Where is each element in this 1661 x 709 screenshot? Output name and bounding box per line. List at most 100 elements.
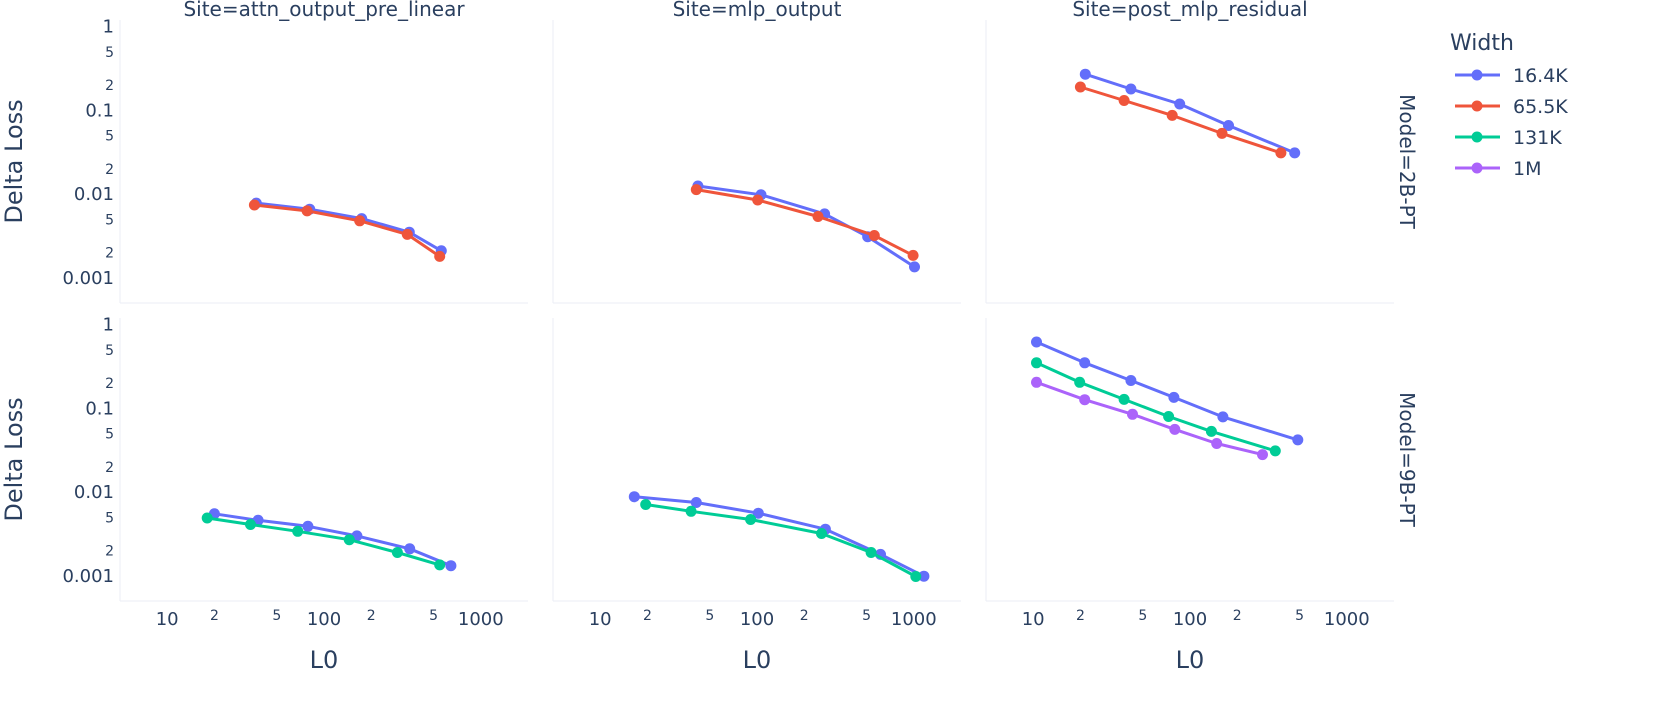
- x-tick-label: 1000: [458, 609, 504, 630]
- data-point-16.4K: [1079, 357, 1091, 369]
- data-point-16.4K: [1125, 375, 1137, 386]
- data-point-131K: [745, 514, 757, 525]
- y-tick-label: 0.001: [62, 566, 114, 587]
- legend-marker-65.5K[interactable]: [1471, 100, 1483, 112]
- data-point-16.4K: [404, 543, 416, 555]
- legend-label-1M: 1M: [1513, 158, 1541, 180]
- data-point-16.4K: [752, 507, 764, 519]
- x-tick-label: 10: [1022, 609, 1045, 630]
- y-minor-tick-label: 5: [105, 129, 114, 145]
- data-point-1M: [1257, 449, 1268, 461]
- y-tick-label: 0.1: [85, 398, 114, 419]
- y-tick-label: 0.001: [62, 268, 114, 289]
- data-point-65.5K: [868, 230, 880, 241]
- y-minor-tick-label: 2: [105, 162, 114, 178]
- data-point-131K: [816, 528, 827, 539]
- data-point-16.4K: [690, 497, 702, 508]
- series-line-65.5K: [1079, 85, 1282, 155]
- data-point-131K: [1163, 411, 1175, 422]
- x-minor-tick-label: 2: [800, 608, 809, 624]
- data-point-65.5K: [1216, 127, 1228, 139]
- data-point-1M: [1211, 438, 1223, 449]
- legend-marker-1M[interactable]: [1471, 162, 1483, 174]
- data-point-1M: [1127, 408, 1138, 420]
- x-minor-tick-label: 5: [1295, 608, 1304, 624]
- data-point-65.5K: [812, 211, 824, 222]
- data-point-1M: [1079, 394, 1091, 406]
- x-minor-tick-label: 2: [367, 608, 376, 624]
- x-axis-title: L0: [1176, 646, 1205, 674]
- y-minor-tick-label: 5: [105, 510, 114, 526]
- data-point-131K: [910, 571, 922, 582]
- data-point-16.4K: [1031, 336, 1042, 348]
- x-tick-label: 10: [589, 609, 612, 630]
- data-point-16.4K: [1289, 147, 1301, 159]
- data-point-1M: [1169, 423, 1181, 435]
- y-tick-label: 0.01: [74, 482, 114, 503]
- data-point-16.4K: [628, 491, 640, 503]
- data-point-131K: [245, 519, 256, 530]
- data-point-131K: [1118, 393, 1130, 405]
- data-point-65.5K: [301, 205, 313, 217]
- column-title: Site=attn_output_pre_linear: [183, 0, 465, 21]
- legend-label-16.4K: 16.4K: [1513, 65, 1568, 87]
- data-point-131K: [292, 525, 304, 537]
- x-minor-tick-label: 5: [705, 608, 714, 624]
- legend-title: Width: [1450, 31, 1514, 56]
- y-minor-tick-label: 5: [105, 212, 114, 228]
- x-axis-title: L0: [310, 646, 339, 674]
- data-point-131K: [640, 499, 652, 510]
- x-minor-tick-label: 2: [1076, 608, 1085, 624]
- x-tick-label: 1000: [1324, 609, 1370, 630]
- series-line-1M: [1035, 380, 1263, 457]
- legend-label-65.5K: 65.5K: [1513, 96, 1568, 118]
- x-tick-label: 1000: [891, 609, 937, 630]
- y-axis-title: Delta Loss: [0, 99, 28, 223]
- data-point-16.4K: [1223, 120, 1234, 131]
- data-point-1M: [1031, 376, 1042, 388]
- data-point-131K: [1205, 425, 1217, 437]
- series-line-131K: [1035, 361, 1276, 453]
- data-point-16.4K: [1125, 83, 1137, 95]
- y-minor-tick-label: 5: [105, 343, 114, 359]
- data-point-65.5K: [907, 249, 919, 261]
- data-point-131K: [343, 534, 355, 546]
- y-tick-label: 1: [103, 17, 114, 38]
- x-tick-label: 100: [740, 609, 774, 630]
- data-point-16.4K: [1174, 98, 1186, 110]
- series-line-16.4K: [1084, 72, 1296, 155]
- y-tick-label: 0.1: [85, 100, 114, 121]
- data-point-131K: [1074, 376, 1086, 388]
- data-point-16.4K: [909, 261, 920, 273]
- x-minor-tick-label: 5: [1138, 608, 1147, 624]
- data-point-65.5K: [434, 250, 446, 262]
- legend-marker-131K[interactable]: [1471, 131, 1483, 143]
- series-line-16.4K: [697, 184, 916, 269]
- x-tick-label: 100: [1173, 609, 1207, 630]
- legend-marker-16.4K[interactable]: [1471, 69, 1483, 81]
- series-line-131K: [645, 503, 917, 578]
- data-point-16.4K: [1168, 391, 1180, 403]
- y-minor-tick-label: 2: [105, 544, 114, 560]
- x-minor-tick-label: 5: [429, 608, 438, 624]
- y-tick-label: 1: [103, 315, 114, 336]
- y-minor-tick-label: 5: [105, 45, 114, 61]
- x-minor-tick-label: 2: [210, 608, 219, 624]
- series-line-16.4K: [634, 495, 925, 578]
- row-title: Model=2B-PT: [1395, 94, 1419, 230]
- y-minor-tick-label: 2: [105, 78, 114, 94]
- row-title: Model=9B-PT: [1395, 392, 1419, 528]
- x-minor-tick-label: 5: [862, 608, 871, 624]
- data-point-65.5K: [401, 228, 413, 240]
- data-point-16.4K: [1292, 434, 1304, 446]
- data-point-65.5K: [1275, 147, 1287, 159]
- series-line-131K: [206, 516, 441, 567]
- x-minor-tick-label: 2: [643, 608, 652, 624]
- y-tick-label: 0.01: [74, 184, 114, 205]
- y-minor-tick-label: 2: [105, 246, 114, 262]
- data-point-131K: [434, 559, 446, 571]
- data-point-16.4K: [918, 570, 930, 582]
- column-title: Site=post_mlp_residual: [1072, 0, 1307, 21]
- x-minor-tick-label: 5: [272, 608, 281, 624]
